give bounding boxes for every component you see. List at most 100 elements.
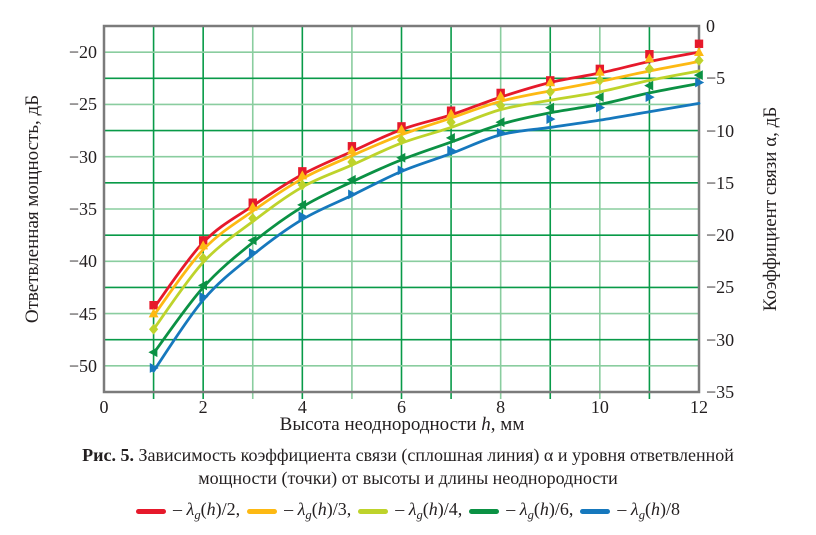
- x-tick-label: 6: [397, 397, 406, 417]
- series-line-3: [152, 82, 701, 355]
- plot-frame: [102, 24, 701, 394]
- y-right-tick-label: −20: [706, 225, 735, 246]
- triangle-left-marker: [545, 102, 555, 113]
- diamond-marker: [347, 156, 357, 168]
- legend-swatch-icon: [358, 508, 389, 514]
- triangle-left-marker: [594, 92, 604, 103]
- y-right-tick-label: −10: [706, 120, 735, 141]
- triangle-right-marker: [248, 248, 258, 258]
- triangle-right-marker: [496, 127, 506, 138]
- triangle-left-marker: [197, 280, 207, 291]
- triangle-up-marker: [495, 90, 506, 100]
- chart-legend: – λg(h)/2, – λg(h)/3, – λg(h)/4, – λg(h)/6,…: [0, 499, 816, 523]
- legend-item-label: – λg(h)/6,: [506, 499, 574, 522]
- legend-item-label: – λg(h)/4,: [395, 499, 463, 522]
- triangle-up-marker: [148, 308, 159, 318]
- y-left-tick-label: −40: [68, 251, 97, 272]
- diamond-marker: [595, 74, 605, 86]
- legend-item-2: – λg(h)/4,: [358, 499, 462, 523]
- triangle-left-marker: [247, 235, 257, 246]
- legend-swatch-icon: [136, 508, 167, 514]
- triangle-left-marker: [644, 80, 654, 91]
- series-line-2: [152, 69, 701, 331]
- triangle-right-marker: [596, 102, 606, 113]
- series-markers-3: [148, 70, 703, 358]
- triangle-right-marker: [348, 189, 358, 200]
- chart-canvas: [102, 24, 705, 399]
- grid-lines: [104, 26, 699, 392]
- legend-item-label: – λg(h)/8: [617, 499, 680, 522]
- triangle-up-marker: [297, 170, 308, 180]
- legend-item-label: – λg(h)/2,: [173, 499, 241, 522]
- legend-swatch-icon: [469, 508, 500, 514]
- legend-item-4: – λg(h)/8: [580, 499, 680, 523]
- triangle-up-marker: [198, 240, 209, 250]
- y-left-tick-label: −45: [68, 303, 97, 324]
- series-markers-1: [148, 46, 704, 318]
- triangle-right-marker: [546, 114, 556, 124]
- x-axis-title: Высота неоднородности h, мм: [279, 414, 525, 435]
- diamond-marker: [496, 100, 506, 111]
- triangle-up-marker: [396, 124, 407, 134]
- triangle-left-marker: [396, 152, 406, 163]
- x-tick-label: 0: [99, 397, 109, 417]
- triangle-up-marker: [545, 77, 556, 87]
- figure-caption-line-2: мощности (точки) от высоты и длины неодн…: [198, 468, 618, 488]
- triangle-left-marker: [346, 174, 356, 185]
- y-right-axis-title: Коэффициент связи α, дБ: [760, 106, 781, 312]
- triangle-right-marker: [447, 145, 457, 156]
- diamond-marker: [396, 134, 407, 146]
- triangle-up-marker: [446, 108, 456, 118]
- y-left-tick-label: −25: [68, 94, 97, 115]
- legend-item-0: – λg(h)/2,: [136, 499, 240, 523]
- legend-swatch-icon: [580, 508, 611, 514]
- x-tick-label: 10: [590, 397, 609, 417]
- x-axis-tick-marks: [152, 393, 651, 399]
- series-markers-2: [148, 55, 704, 335]
- diamond-marker: [694, 55, 704, 66]
- square-marker: [149, 301, 158, 310]
- diamond-marker: [545, 86, 555, 98]
- triangle-up-marker: [247, 201, 258, 211]
- x-tick-label: 8: [496, 397, 506, 417]
- legend-item-1: – λg(h)/3,: [247, 499, 351, 523]
- triangle-up-marker: [644, 53, 655, 63]
- y-right-tick-label: −15: [706, 172, 735, 193]
- square-marker: [694, 39, 704, 48]
- triangle-left-marker: [297, 199, 307, 210]
- triangle-right-marker: [149, 363, 159, 373]
- y-left-tick-label: −30: [68, 146, 97, 167]
- x-tick-label: 2: [198, 397, 208, 417]
- triangle-right-marker: [645, 92, 655, 103]
- legend-item-3: – λg(h)/6,: [469, 499, 573, 523]
- triangle-left-marker: [693, 70, 703, 81]
- y-right-tick-label: −35: [706, 382, 735, 402]
- legend-item-label: – λg(h)/3,: [284, 499, 352, 522]
- triangle-right-marker: [397, 165, 407, 176]
- triangle-up-marker: [347, 145, 357, 155]
- triangle-left-marker: [445, 132, 455, 143]
- y-left-axis-title: Ответвленная мощность, дБ: [22, 94, 43, 324]
- y-left-tick-label: −35: [68, 199, 97, 219]
- series-markers-0: [149, 39, 704, 310]
- triangle-left-marker: [495, 117, 505, 128]
- triangle-right-marker: [695, 77, 705, 88]
- diamond-marker: [297, 179, 307, 191]
- y-left-tick-label: −50: [68, 355, 97, 376]
- diamond-marker: [446, 116, 456, 128]
- triangle-up-marker: [594, 66, 605, 76]
- diamond-marker: [148, 323, 159, 335]
- diamond-marker: [644, 63, 655, 75]
- x-tick-label: 4: [297, 397, 307, 417]
- y-right-tick-label: −5: [706, 68, 726, 89]
- series-line-4: [152, 101, 701, 373]
- y-right-tick-label: −30: [706, 329, 735, 350]
- legend-swatch-icon: [247, 508, 278, 514]
- y-right-tick-label: −25: [706, 277, 735, 298]
- triangle-right-marker: [298, 211, 308, 222]
- series-markers-4: [149, 77, 705, 373]
- triangle-right-marker: [199, 291, 209, 302]
- diamond-marker: [198, 252, 208, 264]
- triangle-left-marker: [148, 347, 158, 358]
